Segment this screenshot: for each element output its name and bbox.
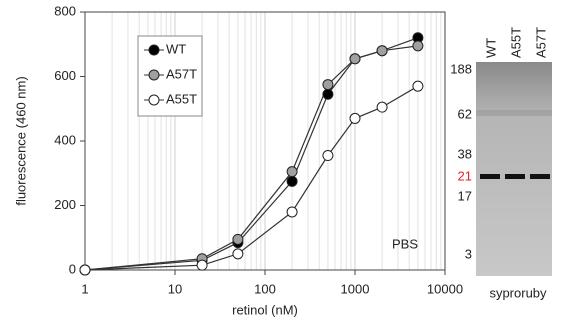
gel-band [480, 174, 500, 179]
lane-label: WT [483, 38, 498, 58]
y-axis-label: fluorescence (460 nm) [13, 76, 28, 205]
data-point [323, 151, 333, 161]
legend-label: A57T [166, 66, 197, 81]
marker-label: 17 [458, 188, 472, 203]
marker-label: 21 [458, 168, 472, 183]
legend-label: A55T [166, 91, 197, 106]
data-point [233, 249, 243, 259]
x-tick-label: 10 [168, 281, 182, 296]
marker-label: 38 [458, 146, 472, 161]
marker-label: 188 [450, 61, 472, 76]
gel-band [505, 174, 525, 179]
data-point [377, 46, 387, 56]
data-point [287, 207, 297, 217]
y-tick-label: 600 [54, 68, 76, 83]
marker-label: 3 [465, 246, 472, 261]
data-point [323, 89, 333, 99]
gel-smear [476, 110, 552, 116]
lane-label: A55T [508, 27, 523, 58]
legend-marker [149, 45, 159, 55]
lane-label: A57T [533, 27, 548, 58]
gel-caption: syproruby [489, 285, 547, 300]
data-point [413, 81, 423, 91]
x-tick-label: 1000 [341, 281, 370, 296]
legend-marker [149, 70, 159, 80]
data-point [287, 176, 297, 186]
gel-band [530, 174, 550, 179]
x-tick-label: 100 [254, 281, 276, 296]
y-tick-label: 200 [54, 197, 76, 212]
annotation: PBS [392, 236, 418, 251]
x-tick-label: 1 [81, 281, 88, 296]
data-point [287, 167, 297, 177]
data-point [350, 54, 360, 64]
y-tick-label: 800 [54, 3, 76, 18]
data-point [80, 265, 90, 275]
gel: WT A55T A57T 188 62 38 21 17 3 syproruby [450, 27, 552, 301]
y-tick-label: 0 [69, 261, 76, 276]
data-point [323, 80, 333, 90]
marker-label: 62 [458, 106, 472, 121]
data-point [233, 234, 243, 244]
legend-marker [149, 95, 159, 105]
x-axis-label: retinol (nM) [232, 302, 298, 317]
legend-label: WT [166, 41, 186, 56]
data-point [413, 41, 423, 51]
data-point [197, 260, 207, 270]
gel-image [476, 62, 552, 276]
data-point [377, 102, 387, 112]
y-tick-label: 400 [54, 132, 76, 147]
x-tick-label: 10000 [427, 281, 463, 296]
data-point [350, 113, 360, 123]
figure: WT A55T A57T 188 62 38 21 17 3 syproruby 1 10 100 10… [0, 0, 566, 326]
